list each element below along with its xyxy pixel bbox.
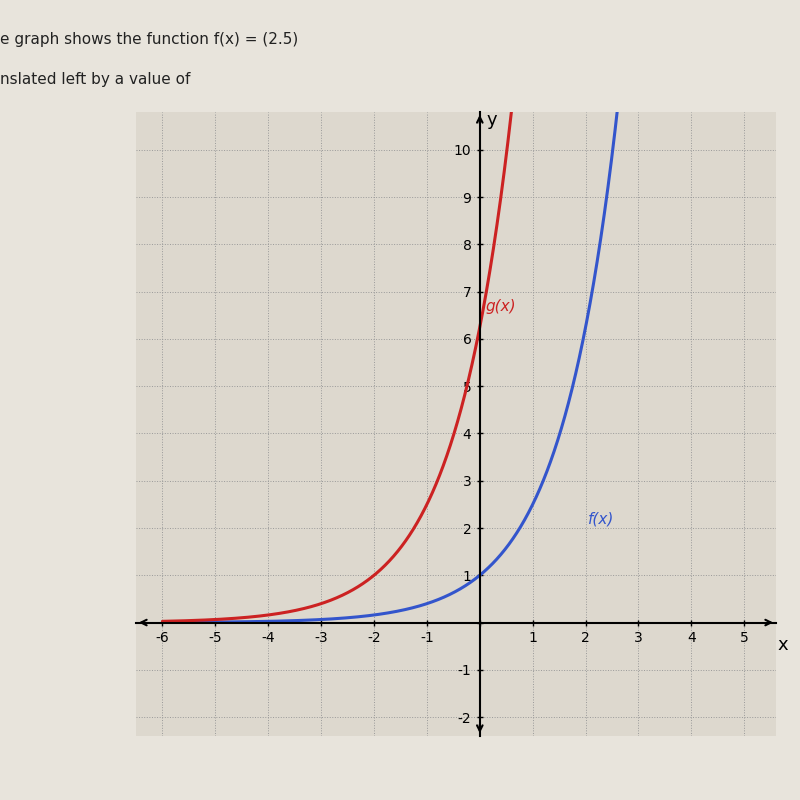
Text: y: y — [486, 111, 497, 129]
Text: nslated left by a value of: nslated left by a value of — [0, 72, 195, 87]
Text: g(x): g(x) — [485, 298, 516, 314]
Text: x: x — [777, 636, 788, 654]
Text: e graph shows the function f(x) = (2.5): e graph shows the function f(x) = (2.5) — [0, 32, 298, 47]
Text: f(x): f(x) — [588, 511, 614, 526]
